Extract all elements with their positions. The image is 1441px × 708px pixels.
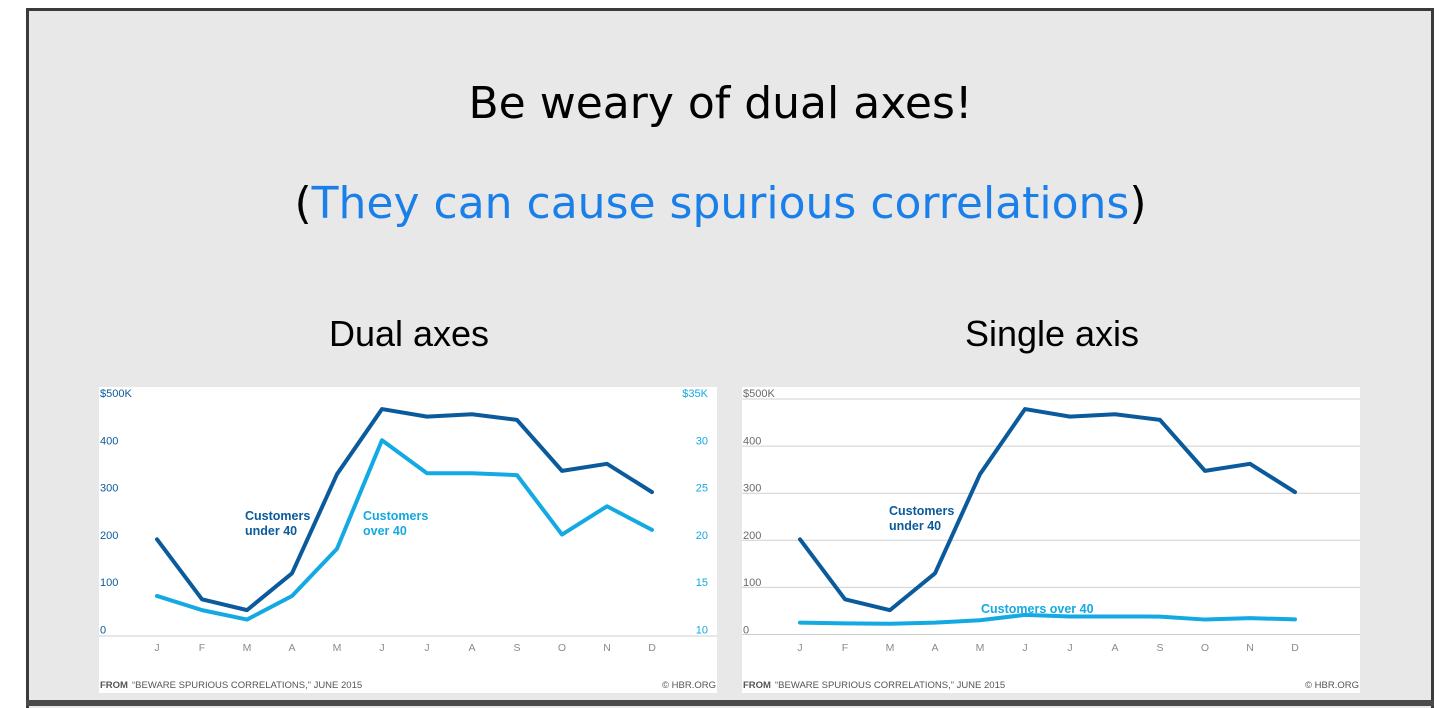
month-tick-label: J (1067, 642, 1072, 654)
month-tick-label: M (333, 642, 342, 654)
slide-subtitle: (They can cause spurious correlations) (0, 178, 1441, 229)
month-tick-label: A (468, 642, 475, 654)
footer-source: “BEWARE SPURIOUS CORRELATIONS,” JUNE 201… (775, 680, 1005, 691)
slide-bottom-bar (26, 700, 1434, 706)
left-tick-label: 300 (743, 483, 761, 495)
right-tick-label: 25 (696, 483, 708, 495)
right-tick-label: 15 (696, 577, 708, 589)
right-tick-label: $35K (682, 388, 708, 400)
month-tick-label: F (842, 642, 848, 654)
month-tick-label: J (424, 642, 429, 654)
month-tick-label: M (886, 642, 895, 654)
month-tick-label: A (931, 642, 938, 654)
month-tick-label: D (1291, 642, 1299, 654)
series-label-over-40-line2: over 40 (363, 524, 407, 538)
left-tick-label: 100 (743, 577, 761, 589)
subtitle-open-paren: ( (294, 178, 311, 229)
month-tick-label: D (648, 642, 656, 654)
right-tick-label: 20 (696, 530, 708, 542)
series-label-under-40: Customers (245, 509, 310, 523)
single-axis-chart-svg: $500K 400 300 200 100 0 J F M A M J J A S O N D Customersu… (742, 387, 1360, 693)
dual-axes-chart: $500K 400 300 200 100 0 $35K 30 25 20 15 10 J F M A M J J A… (99, 387, 717, 693)
month-tick-label: M (976, 642, 985, 654)
right-tick-label: 10 (696, 625, 708, 637)
month-tick-label: A (1111, 642, 1118, 654)
left-tick-label: 100 (100, 577, 118, 589)
month-tick-label: F (199, 642, 205, 654)
series-label-under-40: Customers (889, 504, 954, 518)
series-label-under-40-line2: under 40 (245, 524, 297, 538)
single-axis-title: Single axis (742, 313, 1362, 355)
month-tick-label: J (797, 642, 802, 654)
month-tick-label: N (603, 642, 611, 654)
slide-title: Be weary of dual axes! (0, 78, 1441, 129)
footer-credit: © HBR.ORG (662, 680, 716, 691)
subtitle-close-paren: ) (1129, 178, 1146, 229)
footer-from: FROM (743, 680, 771, 691)
series-label-under-40-line2: under 40 (889, 519, 941, 533)
left-tick-label: $500K (743, 388, 775, 400)
series-line-over-40 (800, 615, 1295, 624)
series-label-over-40: Customers (363, 509, 428, 523)
left-tick-label: 400 (100, 435, 118, 447)
month-tick-label: J (154, 642, 159, 654)
month-tick-label: S (1156, 642, 1163, 654)
month-tick-label: O (1201, 642, 1209, 654)
month-tick-label: J (1022, 642, 1027, 654)
month-tick-label: O (558, 642, 566, 654)
left-tick-label: $500K (100, 388, 132, 400)
spurious-correlations-link[interactable]: They can cause spurious correlations (312, 178, 1130, 229)
series-line-under-40 (800, 409, 1295, 610)
footer-from: FROM (100, 680, 128, 691)
month-tick-label: J (379, 642, 384, 654)
right-tick-label: 30 (696, 435, 708, 447)
left-tick-label: 200 (100, 530, 118, 542)
footer-credit: © HBR.ORG (1305, 680, 1359, 691)
left-tick-label: 0 (743, 625, 749, 637)
dual-axes-chart-svg: $500K 400 300 200 100 0 $35K 30 25 20 15 10 J F M A M J J A… (99, 387, 717, 693)
series-label-over-40: Customers over 40 (981, 602, 1094, 616)
left-tick-label: 400 (743, 435, 761, 447)
left-tick-label: 200 (743, 530, 761, 542)
month-tick-label: N (1246, 642, 1254, 654)
month-tick-label: M (243, 642, 252, 654)
month-tick-label: A (288, 642, 295, 654)
month-tick-label: S (513, 642, 520, 654)
left-tick-label: 300 (100, 483, 118, 495)
footer-source: “BEWARE SPURIOUS CORRELATIONS,” JUNE 201… (132, 680, 362, 691)
dual-axes-title: Dual axes (99, 313, 719, 355)
left-tick-label: 0 (100, 625, 106, 637)
